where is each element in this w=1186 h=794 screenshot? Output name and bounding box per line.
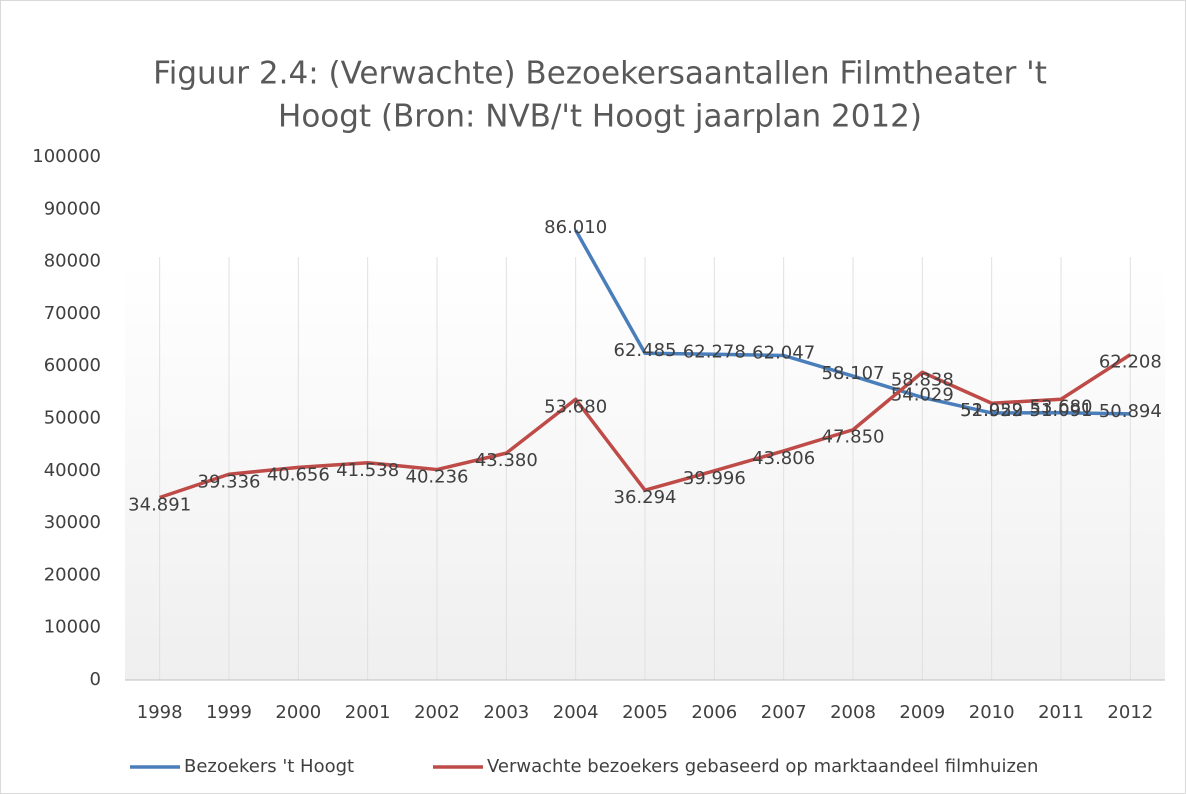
data-label: 62.047	[752, 342, 815, 363]
data-label: 62.278	[683, 341, 746, 362]
data-label: 34.891	[128, 495, 191, 516]
legend-label: Bezoekers 't Hoogt	[184, 756, 354, 777]
y-tick-label: 40000	[44, 460, 101, 481]
y-tick-label: 100000	[32, 146, 101, 167]
x-tick-label: 2005	[622, 702, 668, 723]
x-tick-label: 2012	[1107, 702, 1153, 723]
x-tick-label: 2009	[899, 702, 945, 723]
data-label: 47.850	[822, 427, 885, 448]
x-tick-label: 2008	[830, 702, 876, 723]
data-label: 36.294	[614, 487, 677, 508]
y-tick-label: 30000	[44, 512, 101, 533]
y-tick-label: 90000	[44, 198, 101, 219]
data-label: 58.107	[822, 363, 885, 384]
data-label: 41.538	[336, 460, 399, 481]
data-label: 40.656	[267, 464, 330, 485]
data-label: 40.236	[406, 467, 469, 488]
x-tick-label: 2003	[483, 702, 529, 723]
x-tick-label: 2002	[414, 702, 460, 723]
data-label: 39.336	[198, 471, 261, 492]
x-tick-label: 2011	[1038, 702, 1084, 723]
chart-subtitle: Hoogt (Bron: NVB/'t Hoogt jaarplan 2012)	[278, 99, 922, 135]
y-tick-label: 80000	[44, 251, 101, 272]
data-label: 43.806	[752, 448, 815, 469]
y-tick-label: 70000	[44, 303, 101, 324]
data-label: 58.838	[891, 369, 954, 390]
x-tick-label: 1998	[137, 702, 183, 723]
series-line	[159, 353, 1132, 500]
data-label: 62.208	[1099, 352, 1162, 373]
legend-label: Verwachte bezoekers gebaseerd op marktaa…	[487, 756, 1038, 777]
x-tick-label: 2001	[345, 702, 391, 723]
y-tick-label: 50000	[44, 408, 101, 429]
data-label: 43.380	[475, 450, 538, 471]
y-tick-label: 10000	[44, 617, 101, 638]
data-label: 53.680	[544, 396, 607, 417]
x-tick-label: 2004	[553, 702, 599, 723]
data-label: 50.894	[1099, 401, 1162, 422]
y-tick-label: 20000	[44, 564, 101, 585]
y-tick-label: 60000	[44, 355, 101, 376]
x-tick-label: 2006	[691, 702, 737, 723]
y-tick-label: 0	[90, 669, 101, 690]
chart-title: Figuur 2.4: (Verwachte) Bezoekersaantall…	[153, 56, 1047, 92]
data-label: 39.996	[683, 468, 746, 489]
data-label: 53.680	[1030, 396, 1093, 417]
x-tick-label: 2007	[761, 702, 807, 723]
series-line	[574, 229, 1131, 416]
data-label: 86.010	[544, 217, 607, 238]
data-label: 54.029	[891, 384, 954, 405]
data-label: 51.059	[960, 400, 1023, 421]
x-tick-label: 1999	[206, 702, 252, 723]
data-label: 51.091	[1030, 400, 1093, 421]
x-tick-label: 2010	[969, 702, 1015, 723]
x-tick-label: 2000	[275, 702, 321, 723]
data-label: 62.485	[614, 340, 677, 361]
data-label: 52.922	[960, 400, 1023, 421]
